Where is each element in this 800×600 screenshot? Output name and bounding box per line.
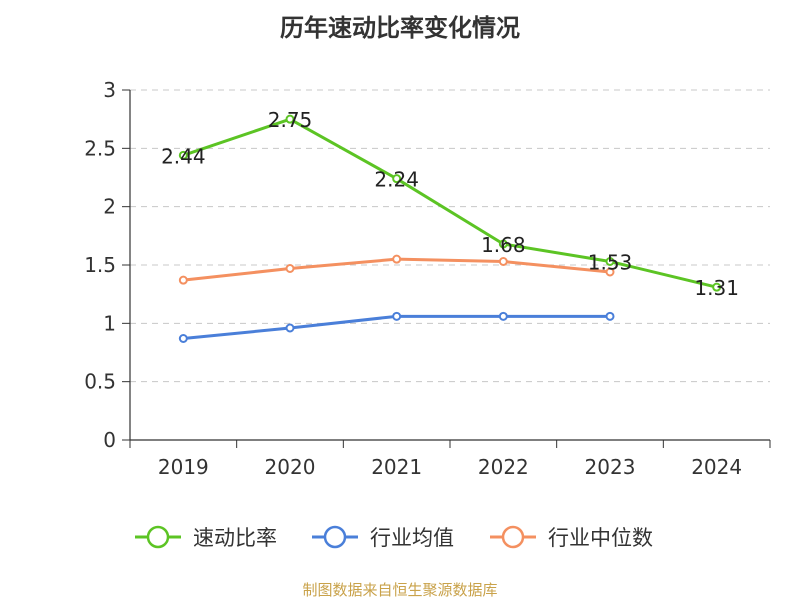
- data-point: [285, 264, 295, 273]
- legend-swatch-marker: [146, 525, 170, 549]
- legend-label: 行业中位数: [548, 526, 653, 550]
- data-point: [392, 254, 402, 264]
- data-point: [498, 257, 508, 266]
- series-group: [178, 114, 722, 343]
- data-label: 1.68: [481, 233, 526, 257]
- y-tick-label: 3: [103, 78, 116, 102]
- legend-label: 速动比率: [193, 526, 277, 550]
- x-tick-label: 2024: [691, 455, 742, 479]
- legend-label: 行业均值: [370, 526, 454, 550]
- data-point: [178, 275, 188, 285]
- data-label: 1.31: [694, 276, 739, 300]
- grid-lines: [130, 89, 770, 383]
- x-tick-label: 2022: [478, 455, 529, 479]
- data-point: [285, 114, 295, 124]
- y-tick-label: 1.5: [84, 253, 116, 277]
- data-point: [178, 334, 188, 343]
- data-label: 2.44: [161, 144, 206, 168]
- legend-swatch-marker: [323, 525, 347, 549]
- data-source-note: 制图数据来自恒生聚源数据库: [302, 581, 498, 599]
- y-tick-label: 2.5: [84, 136, 116, 160]
- axes: 0 0.5 1 1.5 2 2.5 3 2019 2020 2021 2022 2023 2024: [84, 78, 771, 479]
- data-point: [498, 311, 508, 321]
- data-point: [285, 323, 295, 333]
- chart-title: 历年速动比率变化情况: [280, 14, 520, 42]
- x-tick-label: 2021: [371, 455, 422, 479]
- y-tick-label: 1: [103, 311, 116, 335]
- legend: 速动比率 行业均值 行业中位数: [135, 525, 653, 550]
- data-point: [605, 267, 615, 277]
- data-point: [392, 311, 402, 321]
- data-point: [605, 257, 615, 266]
- y-tick-label: 0: [103, 428, 116, 452]
- series-line-1: [182, 117, 718, 289]
- data-point: [712, 282, 722, 292]
- data-label: 2.75: [268, 108, 313, 132]
- data-point: [605, 311, 615, 321]
- x-tick-label: 2023: [585, 455, 636, 479]
- data-label: 1.53: [588, 251, 633, 275]
- y-tick-label: 2: [103, 195, 116, 219]
- data-point: [392, 174, 402, 184]
- x-tick-label: 2020: [265, 455, 316, 479]
- data-point: [498, 239, 508, 249]
- data-point: [178, 150, 188, 160]
- x-tick-label: 2019: [158, 455, 209, 479]
- y-tick-label: 0.5: [84, 370, 116, 394]
- data-labels: 2.44 2.75 2.24 1.68 1.53 1.31: [161, 108, 739, 300]
- data-label: 2.24: [374, 168, 419, 192]
- legend-swatch-marker: [501, 525, 525, 549]
